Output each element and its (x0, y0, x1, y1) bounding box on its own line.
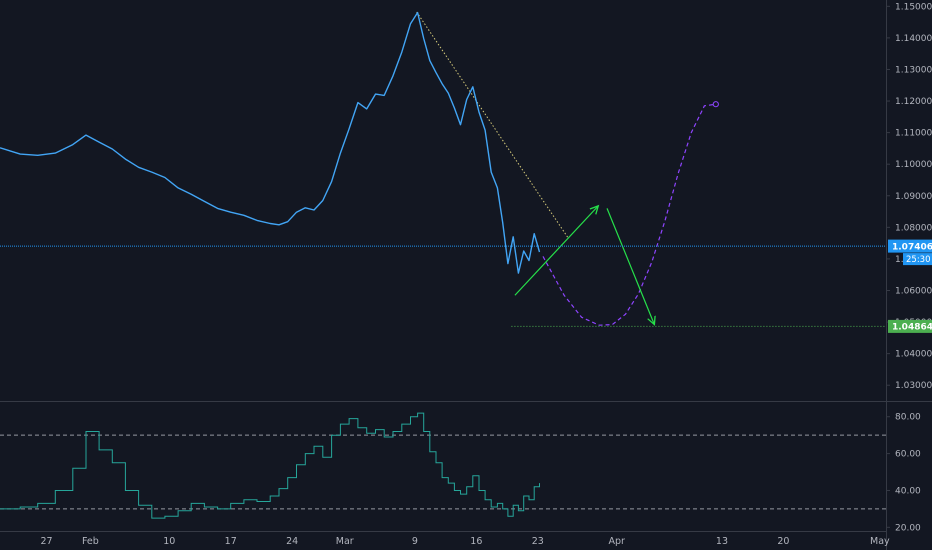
countdown-tag-bg (903, 253, 932, 266)
time-tick-label: 9 (412, 536, 418, 547)
current-price-tag-bg (888, 239, 932, 253)
time-tick-label: Feb (82, 536, 99, 547)
price-tick-label: 1.10000 (895, 160, 932, 170)
time-tick-label: 23 (532, 536, 544, 547)
up-arrow[interactable] (514, 206, 598, 296)
price-tick-label: 1.13000 (895, 65, 932, 75)
price-tick-label: 1.04000 (895, 350, 932, 360)
price-tick-label: 1.06000 (895, 286, 932, 296)
price-series-line (0, 11, 541, 274)
projection-curve[interactable] (542, 103, 716, 326)
price-tick-label: 1.08000 (895, 223, 932, 233)
oscillator-tick-label: 20.00 (895, 523, 921, 533)
oscillator-axis[interactable]: 20.00 40.00 60.00 80.00 (886, 413, 921, 534)
price-tick-label: 1.12000 (895, 97, 932, 107)
projection-end-handle[interactable] (712, 101, 719, 108)
target-price-tag-bg (888, 319, 932, 333)
countdown-tag-label: 25:30 (906, 255, 931, 265)
price-tick-label: 1.15000 (895, 2, 932, 12)
time-tick-label: Apr (608, 536, 625, 547)
oscillator-tick-label: 40.00 (895, 486, 921, 496)
price-tick-label: 1.11000 (895, 129, 932, 139)
time-tick-label: 20 (777, 536, 789, 547)
current-price-tag: 1.07406 (888, 239, 932, 253)
time-tick-label: 27 (40, 536, 52, 547)
time-tick-label: 16 (470, 536, 482, 547)
current-price-tag-label: 1.07406 (892, 242, 932, 252)
oscillator-bands (0, 434, 886, 510)
oscillator-series-line (0, 412, 540, 519)
time-tick-label: Mar (336, 536, 354, 547)
target-price-tag-label: 1.04864 (892, 323, 932, 333)
time-tick-label: 17 (225, 536, 237, 547)
countdown-tag: 25:30 (903, 253, 932, 266)
oscillator-tick-label: 60.00 (895, 450, 921, 460)
time-axis[interactable]: 27 Feb 10 17 24 Mar 9 16 23 Apr 13 20 May (40, 536, 890, 547)
time-tick-label: 13 (716, 536, 728, 547)
target-price-tag: 1.04864 (888, 319, 932, 333)
down-arrow[interactable] (606, 208, 654, 324)
oscillator-tick-label: 80.00 (895, 413, 921, 423)
price-tick-label: 1.03000 (895, 381, 932, 391)
price-tick-label: 1.09000 (895, 192, 932, 202)
price-tick-label: 1.14000 (895, 34, 932, 44)
time-tick-label: 10 (163, 536, 175, 547)
time-tick-label: May (870, 536, 890, 547)
price-axis[interactable]: 1.030001.040001.050001.060001.070001.080… (886, 2, 932, 391)
time-tick-label: 24 (286, 536, 298, 547)
